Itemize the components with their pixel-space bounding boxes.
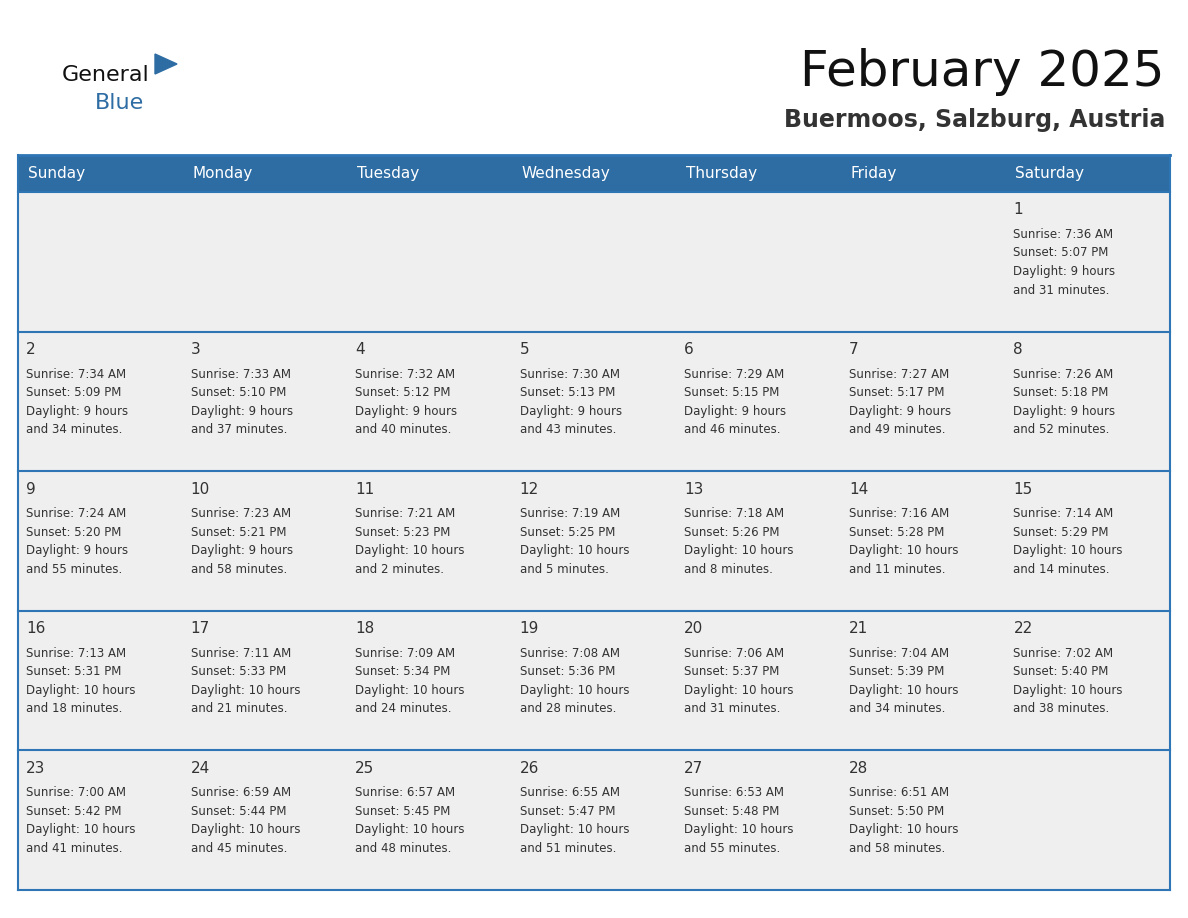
Text: 9: 9 bbox=[26, 482, 36, 497]
Text: Tuesday: Tuesday bbox=[358, 166, 419, 181]
Text: Sunrise: 7:16 AM
Sunset: 5:28 PM
Daylight: 10 hours
and 11 minutes.: Sunrise: 7:16 AM Sunset: 5:28 PM Dayligh… bbox=[849, 508, 959, 576]
Text: Sunrise: 7:30 AM
Sunset: 5:13 PM
Daylight: 9 hours
and 43 minutes.: Sunrise: 7:30 AM Sunset: 5:13 PM Dayligh… bbox=[519, 367, 621, 436]
Text: Monday: Monday bbox=[192, 166, 253, 181]
Text: Sunrise: 7:14 AM
Sunset: 5:29 PM
Daylight: 10 hours
and 14 minutes.: Sunrise: 7:14 AM Sunset: 5:29 PM Dayligh… bbox=[1013, 508, 1123, 576]
Text: Sunrise: 7:09 AM
Sunset: 5:34 PM
Daylight: 10 hours
and 24 minutes.: Sunrise: 7:09 AM Sunset: 5:34 PM Dayligh… bbox=[355, 647, 465, 715]
Text: Sunrise: 6:55 AM
Sunset: 5:47 PM
Daylight: 10 hours
and 51 minutes.: Sunrise: 6:55 AM Sunset: 5:47 PM Dayligh… bbox=[519, 787, 630, 855]
Text: 15: 15 bbox=[1013, 482, 1032, 497]
Bar bbox=[512, 155, 676, 192]
Bar bbox=[347, 155, 512, 192]
Text: 13: 13 bbox=[684, 482, 703, 497]
Text: Sunrise: 6:57 AM
Sunset: 5:45 PM
Daylight: 10 hours
and 48 minutes.: Sunrise: 6:57 AM Sunset: 5:45 PM Dayligh… bbox=[355, 787, 465, 855]
Text: Sunrise: 6:59 AM
Sunset: 5:44 PM
Daylight: 10 hours
and 45 minutes.: Sunrise: 6:59 AM Sunset: 5:44 PM Dayligh… bbox=[190, 787, 301, 855]
Text: Sunrise: 6:51 AM
Sunset: 5:50 PM
Daylight: 10 hours
and 58 minutes.: Sunrise: 6:51 AM Sunset: 5:50 PM Dayligh… bbox=[849, 787, 959, 855]
Text: 28: 28 bbox=[849, 761, 868, 776]
Text: Sunrise: 7:29 AM
Sunset: 5:15 PM
Daylight: 9 hours
and 46 minutes.: Sunrise: 7:29 AM Sunset: 5:15 PM Dayligh… bbox=[684, 367, 786, 436]
Text: Sunrise: 7:24 AM
Sunset: 5:20 PM
Daylight: 9 hours
and 55 minutes.: Sunrise: 7:24 AM Sunset: 5:20 PM Dayligh… bbox=[26, 508, 128, 576]
Text: 12: 12 bbox=[519, 482, 539, 497]
Text: General: General bbox=[62, 65, 150, 85]
Text: Sunrise: 7:21 AM
Sunset: 5:23 PM
Daylight: 10 hours
and 2 minutes.: Sunrise: 7:21 AM Sunset: 5:23 PM Dayligh… bbox=[355, 508, 465, 576]
Text: 18: 18 bbox=[355, 621, 374, 636]
Text: Sunrise: 7:08 AM
Sunset: 5:36 PM
Daylight: 10 hours
and 28 minutes.: Sunrise: 7:08 AM Sunset: 5:36 PM Dayligh… bbox=[519, 647, 630, 715]
Text: 1: 1 bbox=[1013, 203, 1023, 218]
Text: Sunrise: 7:02 AM
Sunset: 5:40 PM
Daylight: 10 hours
and 38 minutes.: Sunrise: 7:02 AM Sunset: 5:40 PM Dayligh… bbox=[1013, 647, 1123, 715]
Bar bbox=[18, 471, 1170, 610]
Text: 10: 10 bbox=[190, 482, 210, 497]
Text: 24: 24 bbox=[190, 761, 210, 776]
Text: 22: 22 bbox=[1013, 621, 1032, 636]
Bar bbox=[18, 750, 1170, 890]
Text: 27: 27 bbox=[684, 761, 703, 776]
Text: Sunrise: 7:36 AM
Sunset: 5:07 PM
Daylight: 9 hours
and 31 minutes.: Sunrise: 7:36 AM Sunset: 5:07 PM Dayligh… bbox=[1013, 228, 1116, 297]
Text: Sunrise: 7:33 AM
Sunset: 5:10 PM
Daylight: 9 hours
and 37 minutes.: Sunrise: 7:33 AM Sunset: 5:10 PM Dayligh… bbox=[190, 367, 292, 436]
Text: Sunrise: 7:34 AM
Sunset: 5:09 PM
Daylight: 9 hours
and 34 minutes.: Sunrise: 7:34 AM Sunset: 5:09 PM Dayligh… bbox=[26, 367, 128, 436]
Text: 2: 2 bbox=[26, 342, 36, 357]
Text: 4: 4 bbox=[355, 342, 365, 357]
Text: Friday: Friday bbox=[851, 166, 897, 181]
Polygon shape bbox=[154, 54, 177, 74]
Text: Sunrise: 7:26 AM
Sunset: 5:18 PM
Daylight: 9 hours
and 52 minutes.: Sunrise: 7:26 AM Sunset: 5:18 PM Dayligh… bbox=[1013, 367, 1116, 436]
Text: 23: 23 bbox=[26, 761, 45, 776]
Bar bbox=[841, 155, 1005, 192]
Text: 25: 25 bbox=[355, 761, 374, 776]
Text: Sunrise: 7:19 AM
Sunset: 5:25 PM
Daylight: 10 hours
and 5 minutes.: Sunrise: 7:19 AM Sunset: 5:25 PM Dayligh… bbox=[519, 508, 630, 576]
Bar bbox=[18, 610, 1170, 750]
Text: Buermoos, Salzburg, Austria: Buermoos, Salzburg, Austria bbox=[784, 108, 1165, 132]
Text: 11: 11 bbox=[355, 482, 374, 497]
Text: 6: 6 bbox=[684, 342, 694, 357]
Bar bbox=[1005, 155, 1170, 192]
Text: 8: 8 bbox=[1013, 342, 1023, 357]
Text: Sunrise: 7:00 AM
Sunset: 5:42 PM
Daylight: 10 hours
and 41 minutes.: Sunrise: 7:00 AM Sunset: 5:42 PM Dayligh… bbox=[26, 787, 135, 855]
Text: 21: 21 bbox=[849, 621, 868, 636]
Text: 5: 5 bbox=[519, 342, 530, 357]
Bar bbox=[18, 155, 183, 192]
Text: Sunrise: 7:11 AM
Sunset: 5:33 PM
Daylight: 10 hours
and 21 minutes.: Sunrise: 7:11 AM Sunset: 5:33 PM Dayligh… bbox=[190, 647, 301, 715]
Text: Sunday: Sunday bbox=[29, 166, 86, 181]
Text: 26: 26 bbox=[519, 761, 539, 776]
Text: Wednesday: Wednesday bbox=[522, 166, 611, 181]
Text: 7: 7 bbox=[849, 342, 859, 357]
Text: Thursday: Thursday bbox=[687, 166, 758, 181]
Text: 19: 19 bbox=[519, 621, 539, 636]
Text: Saturday: Saturday bbox=[1016, 166, 1085, 181]
Text: Blue: Blue bbox=[95, 93, 144, 113]
Text: Sunrise: 7:06 AM
Sunset: 5:37 PM
Daylight: 10 hours
and 31 minutes.: Sunrise: 7:06 AM Sunset: 5:37 PM Dayligh… bbox=[684, 647, 794, 715]
Bar bbox=[183, 155, 347, 192]
Bar bbox=[676, 155, 841, 192]
Text: Sunrise: 7:18 AM
Sunset: 5:26 PM
Daylight: 10 hours
and 8 minutes.: Sunrise: 7:18 AM Sunset: 5:26 PM Dayligh… bbox=[684, 508, 794, 576]
Text: Sunrise: 7:32 AM
Sunset: 5:12 PM
Daylight: 9 hours
and 40 minutes.: Sunrise: 7:32 AM Sunset: 5:12 PM Dayligh… bbox=[355, 367, 457, 436]
Bar bbox=[18, 192, 1170, 331]
Text: Sunrise: 7:23 AM
Sunset: 5:21 PM
Daylight: 9 hours
and 58 minutes.: Sunrise: 7:23 AM Sunset: 5:21 PM Dayligh… bbox=[190, 508, 292, 576]
Text: Sunrise: 7:27 AM
Sunset: 5:17 PM
Daylight: 9 hours
and 49 minutes.: Sunrise: 7:27 AM Sunset: 5:17 PM Dayligh… bbox=[849, 367, 950, 436]
Text: Sunrise: 7:13 AM
Sunset: 5:31 PM
Daylight: 10 hours
and 18 minutes.: Sunrise: 7:13 AM Sunset: 5:31 PM Dayligh… bbox=[26, 647, 135, 715]
Text: 3: 3 bbox=[190, 342, 201, 357]
Text: Sunrise: 6:53 AM
Sunset: 5:48 PM
Daylight: 10 hours
and 55 minutes.: Sunrise: 6:53 AM Sunset: 5:48 PM Dayligh… bbox=[684, 787, 794, 855]
Bar bbox=[18, 331, 1170, 471]
Text: 16: 16 bbox=[26, 621, 45, 636]
Text: 20: 20 bbox=[684, 621, 703, 636]
Text: Sunrise: 7:04 AM
Sunset: 5:39 PM
Daylight: 10 hours
and 34 minutes.: Sunrise: 7:04 AM Sunset: 5:39 PM Dayligh… bbox=[849, 647, 959, 715]
Text: 14: 14 bbox=[849, 482, 868, 497]
Text: February 2025: February 2025 bbox=[801, 48, 1165, 96]
Text: 17: 17 bbox=[190, 621, 210, 636]
